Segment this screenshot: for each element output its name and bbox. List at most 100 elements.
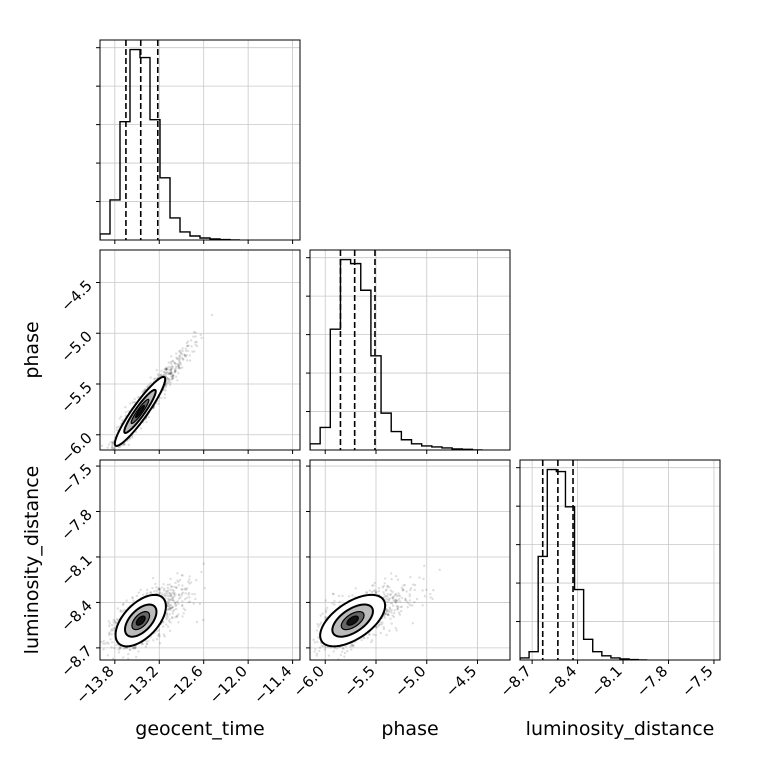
sample-point	[181, 349, 184, 353]
sample-point	[169, 594, 172, 597]
sample-point	[396, 605, 400, 608]
sample-point	[173, 601, 177, 605]
sample-point	[394, 592, 398, 596]
sample-point	[165, 378, 169, 381]
sample-point	[168, 604, 172, 607]
sample-point	[379, 631, 382, 635]
sample-point	[102, 642, 105, 645]
sample-point	[180, 356, 184, 360]
sample-point	[169, 595, 173, 598]
sample-point	[131, 401, 134, 404]
x-tick-label: −12.6	[161, 662, 206, 707]
sample-point	[394, 599, 397, 603]
sample-point	[306, 640, 308, 642]
sample-point	[124, 410, 127, 414]
sample-point	[177, 367, 181, 370]
sample-point	[173, 591, 176, 595]
sample-point	[118, 646, 122, 649]
sample-point	[413, 583, 417, 587]
sample-point	[181, 615, 184, 618]
sample-point	[347, 595, 351, 598]
sample-point	[167, 620, 171, 623]
sample-point	[362, 636, 365, 639]
sample-point	[176, 379, 179, 382]
sample-point	[341, 594, 344, 598]
sample-point	[113, 455, 115, 457]
sample-point	[119, 415, 123, 418]
sample-point	[389, 593, 393, 596]
sample-point	[185, 341, 189, 345]
sample-point	[391, 590, 394, 594]
sample-point	[398, 594, 402, 598]
sample-point	[387, 613, 391, 617]
sample-point	[162, 633, 166, 636]
sample-point	[100, 640, 103, 644]
sample-point	[304, 643, 306, 645]
sample-point	[202, 618, 205, 622]
sample-point	[160, 592, 164, 595]
sample-point	[169, 369, 173, 373]
sample-point	[174, 581, 177, 585]
sample-point	[390, 577, 393, 581]
sample-point	[162, 371, 166, 374]
sample-point	[171, 596, 175, 600]
y-tick-label: −7.8	[57, 506, 95, 544]
panel-frame	[99, 459, 301, 661]
sample-point	[324, 599, 327, 602]
sample-point	[368, 633, 371, 636]
sample-point	[173, 371, 177, 374]
sample-point	[171, 374, 174, 377]
sample-point	[383, 595, 386, 599]
y-axis-label-luminosity_distance: luminosity_distance	[21, 466, 43, 655]
sample-point	[188, 578, 191, 581]
sample-point	[188, 354, 192, 357]
sample-point	[110, 629, 113, 632]
x-axis-label-phase: phase	[381, 718, 438, 740]
sample-point	[155, 630, 159, 633]
sample-point	[155, 586, 158, 589]
sample-point	[200, 570, 203, 574]
sample-point	[352, 644, 355, 647]
sample-point	[194, 335, 197, 338]
sample-point	[174, 362, 177, 366]
sample-point	[396, 599, 399, 603]
x-tick-label: −7.8	[633, 662, 671, 700]
sample-point	[167, 604, 170, 608]
sample-point	[325, 606, 329, 610]
sample-point	[163, 396, 166, 399]
sample-point	[350, 643, 353, 647]
sample-point	[184, 592, 188, 595]
panel-content	[100, 562, 206, 660]
sample-point	[124, 414, 127, 417]
sample-point	[333, 647, 337, 650]
sample-point	[175, 615, 179, 618]
sample-point	[388, 609, 391, 612]
sample-point	[396, 606, 400, 609]
sample-point	[374, 591, 377, 595]
sample-point	[370, 590, 374, 594]
sample-point	[346, 649, 349, 653]
sample-point	[166, 377, 169, 380]
sample-point	[392, 611, 396, 615]
sample-point	[167, 603, 170, 606]
sample-point	[168, 372, 171, 376]
sample-point	[194, 331, 197, 334]
sample-point	[397, 611, 401, 614]
sample-point	[171, 612, 174, 615]
sample-point	[171, 359, 175, 363]
sample-point	[149, 381, 152, 385]
y-axis-label-phase: phase	[21, 321, 43, 378]
sample-point	[110, 446, 114, 450]
sample-point	[170, 598, 174, 602]
sample-point	[394, 598, 398, 602]
sample-point	[145, 642, 148, 645]
sample-point	[180, 594, 183, 597]
sample-point	[167, 597, 170, 601]
sample-point	[316, 636, 320, 639]
sample-point	[176, 579, 179, 582]
sample-point	[185, 596, 189, 600]
sample-point	[178, 366, 181, 370]
sample-point	[113, 446, 116, 449]
sample-point	[187, 344, 190, 347]
sample-point	[389, 572, 393, 575]
